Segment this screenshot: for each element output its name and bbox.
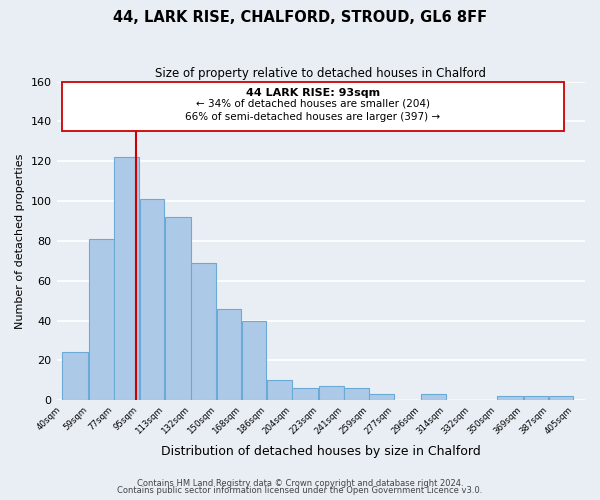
Bar	[549, 396, 574, 400]
Bar	[267, 380, 292, 400]
Bar	[497, 396, 523, 400]
Bar	[292, 388, 319, 400]
X-axis label: Distribution of detached houses by size in Chalford: Distribution of detached houses by size …	[161, 444, 481, 458]
Bar	[191, 263, 216, 400]
Text: 44 LARK RISE: 93sqm: 44 LARK RISE: 93sqm	[246, 88, 380, 98]
Bar	[62, 352, 88, 401]
Text: 44, LARK RISE, CHALFORD, STROUD, GL6 8FF: 44, LARK RISE, CHALFORD, STROUD, GL6 8FF	[113, 10, 487, 25]
Bar	[115, 158, 139, 400]
Bar	[140, 199, 164, 400]
Text: ← 34% of detached houses are smaller (204): ← 34% of detached houses are smaller (20…	[196, 98, 430, 108]
Bar	[370, 394, 394, 400]
Bar	[89, 239, 113, 400]
Bar	[319, 386, 344, 400]
Bar	[242, 320, 266, 400]
Title: Size of property relative to detached houses in Chalford: Size of property relative to detached ho…	[155, 68, 486, 80]
Bar	[524, 396, 548, 400]
Bar	[217, 308, 241, 400]
FancyBboxPatch shape	[62, 82, 564, 132]
Text: Contains HM Land Registry data © Crown copyright and database right 2024.: Contains HM Land Registry data © Crown c…	[137, 478, 463, 488]
Bar	[165, 217, 191, 400]
Bar	[344, 388, 369, 400]
Text: Contains public sector information licensed under the Open Government Licence v3: Contains public sector information licen…	[118, 486, 482, 495]
Text: 66% of semi-detached houses are larger (397) →: 66% of semi-detached houses are larger (…	[185, 112, 440, 122]
Bar	[421, 394, 446, 400]
Y-axis label: Number of detached properties: Number of detached properties	[15, 154, 25, 328]
